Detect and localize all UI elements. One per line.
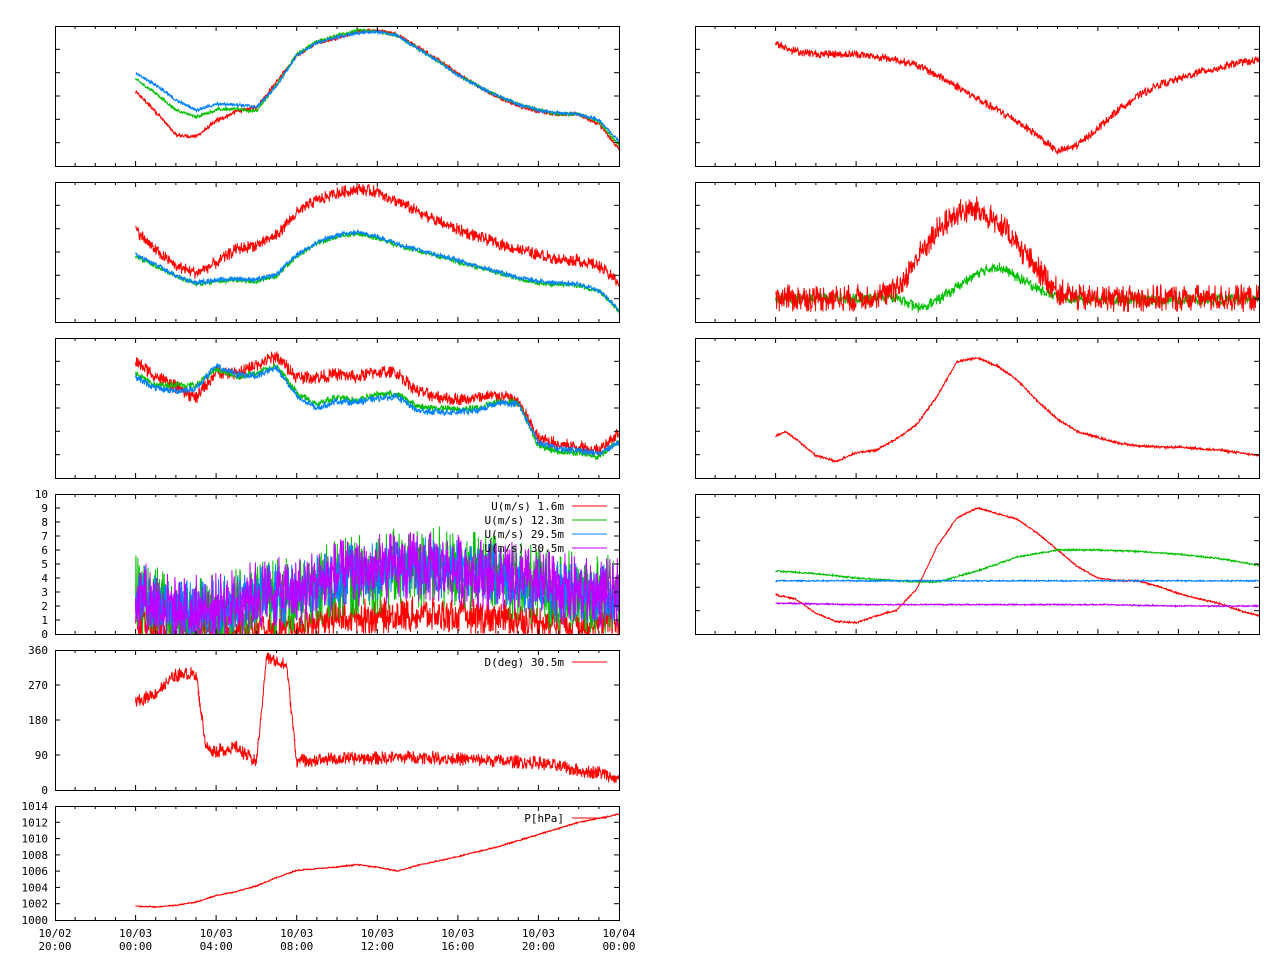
legend-label: U(m/s) 1.6m bbox=[491, 500, 564, 513]
x-tick-label-date: 10/03 bbox=[280, 927, 313, 940]
chart-panel-left-5: 0 90 180 270 360 D(deg) 30.5m bbox=[28, 644, 620, 797]
y-tick-label: 3 bbox=[41, 586, 48, 599]
y-tick-label: 270 bbox=[28, 679, 48, 692]
y-tick-label: 4 bbox=[41, 572, 48, 585]
x-tick-label-date: 10/03 bbox=[119, 927, 152, 940]
y-tick-label: 6 bbox=[41, 544, 48, 557]
y-tick-label: 360 bbox=[28, 644, 48, 657]
chart-panel-right-3 bbox=[695, 338, 1260, 479]
x-tick-label-date: 10/04 bbox=[602, 927, 635, 940]
x-tick-label-date: 10/03 bbox=[361, 927, 394, 940]
chart-panel-left-2 bbox=[55, 182, 620, 323]
y-tick-label: 8 bbox=[41, 516, 48, 529]
y-tick-label: 180 bbox=[28, 714, 48, 727]
series-line-left-1-3 bbox=[135, 29, 620, 143]
y-tick-label: 10 bbox=[35, 488, 48, 501]
x-tick-label-time: 12:00 bbox=[361, 940, 394, 953]
series-line-left-2-2 bbox=[135, 229, 620, 312]
y-tick-label: 9 bbox=[41, 502, 48, 515]
y-tick-label: 1014 bbox=[22, 800, 49, 813]
chart-panel-right-1 bbox=[695, 26, 1260, 167]
x-tick-label-time: 00:00 bbox=[602, 940, 635, 953]
y-tick-label: 1004 bbox=[22, 881, 49, 894]
y-tick-label: 1002 bbox=[22, 898, 49, 911]
x-tick-label-time: 04:00 bbox=[200, 940, 233, 953]
series-line-left-1-1 bbox=[135, 27, 620, 151]
legend-label: P[hPa] bbox=[524, 812, 564, 825]
x-tick-label-date: 10/03 bbox=[522, 927, 555, 940]
x-tick-label-time: 20:00 bbox=[522, 940, 555, 953]
legend-label: U(m/s) 30.5m bbox=[485, 542, 565, 555]
series-line-right-3-1 bbox=[775, 356, 1260, 464]
series-line-right-1-1 bbox=[775, 41, 1260, 155]
y-tick-label: 2 bbox=[41, 600, 48, 613]
chart-panel-left-1 bbox=[55, 26, 620, 167]
series-line-left-5-1 bbox=[135, 652, 620, 784]
series-line-left-2-3 bbox=[135, 184, 620, 287]
series-line-right-4-2 bbox=[775, 547, 1260, 584]
legend-label: U(m/s) 29.5m bbox=[485, 528, 565, 541]
y-tick-label: 1008 bbox=[22, 849, 49, 862]
plot-frame bbox=[55, 650, 620, 791]
series-line-left-6-1 bbox=[135, 813, 620, 909]
x-tick-label-date: 10/02 bbox=[38, 927, 71, 940]
y-tick-label: 7 bbox=[41, 530, 48, 543]
series-line-right-4-1 bbox=[775, 506, 1260, 625]
y-tick-label: 1010 bbox=[22, 833, 49, 846]
chart-panel-right-2 bbox=[695, 182, 1260, 323]
chart-panel-right-4 bbox=[695, 494, 1260, 635]
y-tick-label: 0 bbox=[41, 628, 48, 641]
y-tick-label: 1012 bbox=[22, 816, 49, 829]
chart-panel-left-6: 1000 1002 1004 1006 1008 1010 1012 1014 P[hPa] bbox=[22, 800, 620, 927]
x-tick-label-date: 10/03 bbox=[441, 927, 474, 940]
series-line-right-2-2 bbox=[775, 196, 1260, 313]
y-tick-label: 1006 bbox=[22, 865, 49, 878]
y-tick-label: 5 bbox=[41, 558, 48, 571]
legend-label: U(m/s) 12.3m bbox=[485, 514, 565, 527]
y-tick-label: 1000 bbox=[22, 914, 49, 927]
y-tick-label: 0 bbox=[41, 784, 48, 797]
legend-label: D(deg) 30.5m bbox=[485, 656, 565, 669]
plot-frame bbox=[695, 338, 1260, 479]
plot-frame bbox=[55, 338, 620, 479]
series-line-left-4-4 bbox=[135, 531, 620, 636]
chart-panel-left-3 bbox=[55, 338, 620, 479]
series-line-left-3-1 bbox=[135, 351, 620, 457]
y-tick-label: 90 bbox=[35, 749, 48, 762]
time-axis-labels: 10/0220:0010/0300:0010/0304:0010/0308:00… bbox=[38, 927, 635, 953]
series-line-right-4-4 bbox=[775, 601, 1260, 609]
x-tick-label-date: 10/03 bbox=[200, 927, 233, 940]
x-tick-label-time: 20:00 bbox=[38, 940, 71, 953]
series-line-left-3-3 bbox=[135, 363, 620, 456]
x-tick-label-time: 16:00 bbox=[441, 940, 474, 953]
x-tick-label-time: 00:00 bbox=[119, 940, 152, 953]
y-tick-label: 1 bbox=[41, 614, 48, 627]
plot-frame bbox=[695, 494, 1260, 635]
series-line-right-4-3 bbox=[775, 578, 1260, 583]
x-tick-label-time: 08:00 bbox=[280, 940, 313, 953]
